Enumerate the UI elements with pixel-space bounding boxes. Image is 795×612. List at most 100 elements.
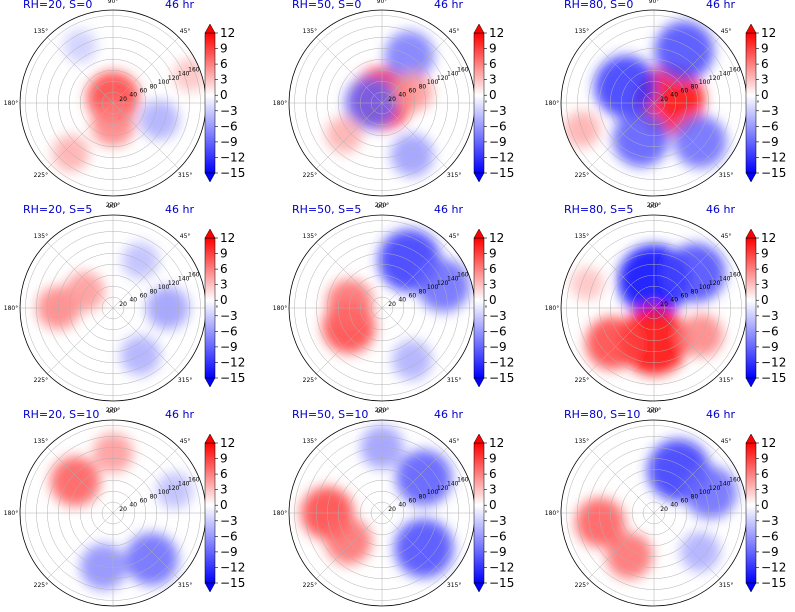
colorbar-tick-label: −3 [489, 514, 507, 528]
data-blob-5 [654, 21, 714, 81]
radial-tick-label: 20 [388, 301, 396, 308]
angle-tick-label: 90° [649, 0, 660, 5]
radial-tick-label: 40 [398, 502, 406, 509]
radial-tick-label: 40 [398, 92, 406, 99]
colorbar-tick-label: 3 [761, 483, 769, 497]
colorbar-bar [745, 442, 757, 584]
panel-title-left: RH=20, S=5 [23, 203, 92, 216]
polar-panel-6: 0°45°90°135°180°225°270°315°204060801001… [545, 203, 787, 414]
angular-grid-spoke-2 [381, 447, 448, 514]
angle-tick-label: 180° [545, 305, 559, 312]
angle-tick-label: 180° [273, 305, 287, 312]
angle-tick-label: 45° [449, 438, 460, 445]
panel-title-left: RH=80, S=5 [564, 203, 633, 216]
angular-grid-spoke-4 [316, 37, 383, 104]
angular-grid-spoke-8 [653, 102, 720, 169]
radial-tick-label: 60 [409, 292, 417, 299]
radial-tick-label: 100 [699, 489, 711, 496]
radial-tick-label: 160 [729, 477, 741, 484]
angle-tick-label: 270° [375, 407, 389, 414]
colorbar-tick-label: 3 [489, 278, 497, 292]
colorbar-tick-label: 6 [489, 57, 497, 71]
angle-tick-label: 135° [34, 233, 48, 240]
angle-tick-label: 90° [377, 408, 388, 415]
colorbar-tick-label: −9 [220, 545, 238, 559]
colorbar-tick-label: 0 [489, 498, 497, 512]
angle-tick-label: 45° [449, 233, 460, 240]
radial-tick-label: 120 [709, 485, 721, 492]
radial-tick-label: 80 [419, 288, 427, 295]
colorbar-tick-label: 0 [761, 498, 769, 512]
colorbar-tick-label: 6 [761, 262, 769, 276]
colorbar-bar [745, 32, 757, 174]
colorbar-tick-label: −15 [489, 371, 514, 385]
angle-tick-label: 90° [649, 203, 660, 210]
colorbar-tick-label: 6 [761, 57, 769, 71]
colorbar-bar [204, 32, 216, 174]
radial-tick-label: 40 [398, 297, 406, 304]
angle-tick-label: 225° [34, 377, 48, 384]
radial-tick-label: 80 [691, 83, 699, 90]
panel-title-left: RH=50, S=0 [292, 0, 361, 11]
data-blob-4 [125, 532, 179, 586]
angular-grid-spoke-4 [588, 242, 655, 309]
angle-tick-label: 45° [721, 438, 732, 445]
radial-tick-label: 60 [409, 497, 417, 504]
angle-tick-label: 315° [178, 172, 192, 179]
data-blob-5 [325, 116, 363, 154]
radial-tick-label: 140 [719, 71, 731, 78]
colorbar-tick-label: −9 [489, 340, 507, 354]
polar-panel-2: 0°45°90°135°180°225°270°315°204060801001… [273, 0, 515, 209]
colorbar-tick-label: 6 [489, 262, 497, 276]
radial-tick-label: 40 [129, 502, 137, 509]
colorbar: 12 96 30 −3−6 −9−12 −15 [204, 433, 245, 593]
angle-tick-label: 225° [575, 377, 589, 384]
angle-tick-label: 90° [649, 408, 660, 415]
polar-panel-1: 0°45°90°135°180°225°270°315°204060801001… [4, 0, 246, 209]
radial-tick-label: 120 [709, 280, 721, 287]
colorbar-tick-label: 12 [220, 26, 235, 40]
radial-tick-label: 40 [129, 92, 137, 99]
colorbar-tick-label: 3 [761, 73, 769, 87]
colorbar-bar [745, 237, 757, 379]
radial-tick-label: 160 [729, 67, 741, 74]
angle-tick-label: 180° [4, 100, 18, 107]
colorbar-tick-label: −15 [220, 371, 245, 385]
colorbar-tick-label: −3 [220, 514, 238, 528]
colorbar-tick-label: −9 [761, 545, 779, 559]
colorbar-tick-label: 9 [220, 42, 228, 56]
radial-tick-label: 120 [437, 485, 449, 492]
polar-panel-9: 0°45°90°135°180°225°270°315°204060801001… [545, 408, 786, 607]
angle-tick-label: 135° [575, 233, 589, 240]
colorbar-tick-label: −9 [489, 545, 507, 559]
colorbar-extend-min [473, 172, 485, 183]
angle-tick-label: 270° [647, 407, 661, 414]
colorbar-extend-max [473, 228, 485, 239]
angular-grid-spoke-6 [588, 512, 655, 579]
colorbar-tick-label: 9 [761, 42, 769, 56]
colorbar-extend-min [473, 377, 485, 388]
colorbar-tick-label: −9 [489, 135, 507, 149]
angle-tick-label: 45° [180, 438, 191, 445]
angle-tick-label: 270° [375, 202, 389, 209]
colorbar-tick-label: −6 [761, 529, 779, 543]
radial-tick-label: 60 [409, 87, 417, 94]
angular-grid-spoke-8 [381, 102, 448, 169]
radial-tick-label: 60 [140, 497, 148, 504]
radial-tick-label: 140 [447, 71, 459, 78]
angle-tick-label: 225° [575, 172, 589, 179]
colorbar-tick-label: 9 [489, 42, 497, 56]
colorbar-bar [473, 442, 485, 584]
colorbar-tick-label: 0 [761, 293, 769, 307]
angle-tick-label: 315° [719, 582, 733, 589]
colorbar-tick-label: −6 [489, 529, 507, 543]
angle-tick-label: 45° [449, 28, 460, 35]
colorbar-tick-label: −12 [761, 355, 786, 369]
colorbar-tick-label: 6 [220, 467, 228, 481]
radial-tick-label: 80 [419, 493, 427, 500]
colorbar-tick-label: −6 [489, 119, 507, 133]
angular-grid-spoke-2 [381, 242, 448, 309]
radial-tick-label: 40 [670, 502, 678, 509]
angular-grid-spoke-4 [588, 37, 655, 104]
angle-tick-label: 135° [34, 438, 48, 445]
